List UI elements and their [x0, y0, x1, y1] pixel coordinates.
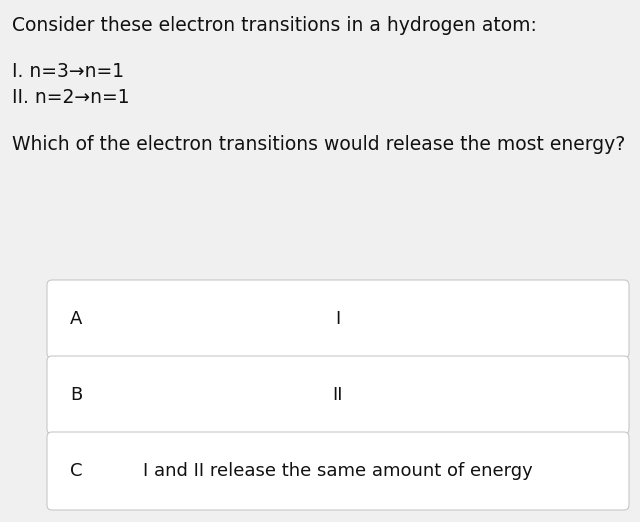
FancyBboxPatch shape [47, 280, 629, 358]
Text: II. n=2→n=1: II. n=2→n=1 [12, 88, 130, 107]
Text: I: I [335, 310, 340, 328]
FancyBboxPatch shape [47, 356, 629, 434]
Text: II: II [333, 386, 343, 404]
FancyBboxPatch shape [47, 432, 629, 510]
Text: B: B [70, 386, 83, 404]
Text: Consider these electron transitions in a hydrogen atom:: Consider these electron transitions in a… [12, 16, 537, 35]
Text: Which of the electron transitions would release the most energy?: Which of the electron transitions would … [12, 135, 625, 154]
Text: A: A [70, 310, 83, 328]
Text: I. n=3→n=1: I. n=3→n=1 [12, 62, 124, 81]
Text: I and II release the same amount of energy: I and II release the same amount of ener… [143, 462, 533, 480]
Text: C: C [70, 462, 83, 480]
